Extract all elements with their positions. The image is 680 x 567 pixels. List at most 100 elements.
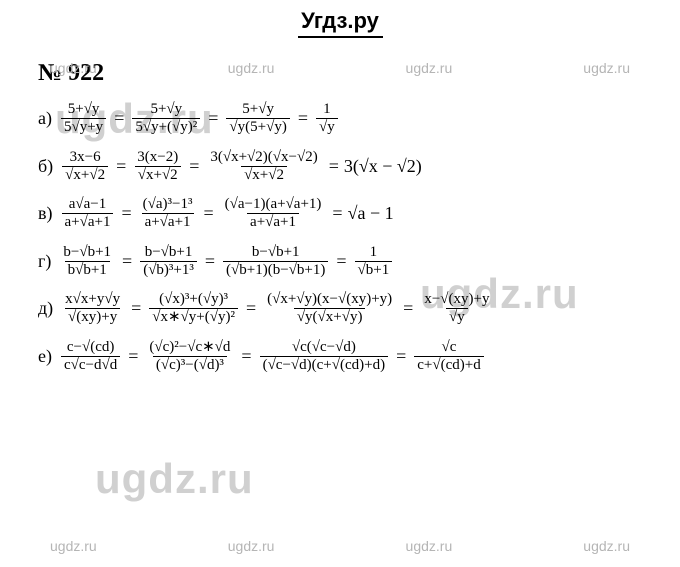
denominator: a+√a+1 — [62, 213, 114, 231]
denominator: √x+√2 — [62, 166, 108, 184]
numerator: 3(x−2) — [134, 149, 181, 166]
fraction: √cc+√(cd)+d — [414, 339, 483, 375]
fraction: (√a)³−1³a+√a+1 — [140, 196, 196, 232]
fraction: c−√(cd)c√c−d√d — [61, 339, 120, 375]
fraction: 3(√x+√2)(√x−√2)√x+√2 — [207, 149, 320, 185]
denominator: (√c)³−(√d)³ — [153, 356, 227, 374]
fraction: 1√b+1 — [355, 244, 393, 280]
numerator: √c — [439, 339, 460, 356]
numerator: c−√(cd) — [64, 339, 118, 356]
numerator: (√x+√y)(x−√(xy)+y) — [264, 291, 395, 308]
equals-sign: = — [121, 203, 131, 224]
page-title: Угдз.ру — [0, 0, 680, 34]
equals-sign: = — [403, 298, 413, 319]
numerator: b−√b+1 — [249, 244, 303, 261]
denominator: √y(√x+√y) — [294, 308, 366, 326]
numerator: 3(√x+√2)(√x−√2) — [207, 149, 320, 166]
denominator: √x∗√y+(√y)² — [149, 308, 238, 326]
numerator: (√a−1)(a+√a+1) — [222, 196, 325, 213]
problem-number: № 922 — [0, 38, 680, 101]
equals-sign: = — [396, 346, 406, 367]
fraction: x√x+y√y√(xy)+y — [62, 291, 123, 327]
denominator: b√b+1 — [65, 261, 110, 279]
numerator: 3x−6 — [67, 149, 104, 166]
result-term: √a − 1 — [348, 203, 394, 224]
equals-sign: = — [128, 346, 138, 367]
watermark-small: ugdz.ru — [583, 538, 630, 554]
numerator: 5+√y — [239, 101, 277, 118]
numerator: (√x)³+(√y)³ — [156, 291, 231, 308]
item-label: д) — [38, 298, 53, 319]
fraction: (√x)³+(√y)³√x∗√y+(√y)² — [149, 291, 238, 327]
solutions-block: а)5+√y5√y+y=5+√y5√y+(√y)²=5+√y√y(5+√y)=1… — [0, 101, 680, 374]
solution-line: а)5+√y5√y+y=5+√y5√y+(√y)²=5+√y√y(5+√y)=1… — [38, 101, 642, 137]
result-term: 3(√x − √2) — [344, 156, 422, 177]
equals-sign: = — [208, 108, 218, 129]
item-label: е) — [38, 346, 52, 367]
numerator: (√c)²−√c∗√d — [146, 339, 233, 356]
item-label: г) — [38, 251, 51, 272]
fraction: 5+√y5√y+(√y)² — [132, 101, 200, 137]
numerator: b−√b+1 — [60, 244, 114, 261]
fraction: (√a−1)(a+√a+1)a+√a+1 — [222, 196, 325, 232]
denominator: √y(5+√y) — [226, 118, 289, 136]
equals-sign: = — [131, 298, 141, 319]
watermark-small: ugdz.ru — [50, 538, 97, 554]
watermark-row: ugdz.ru ugdz.ru ugdz.ru ugdz.ru — [0, 538, 680, 554]
equals-sign: = — [114, 108, 124, 129]
fraction: √c(√c−√d)(√c−√d)(c+√(cd)+d) — [260, 339, 389, 375]
fraction: (√c)²−√c∗√d(√c)³−(√d)³ — [146, 339, 233, 375]
fraction: 5+√y5√y+y — [61, 101, 106, 137]
numerator: 5+√y — [65, 101, 103, 118]
denominator: 5√y+(√y)² — [132, 118, 200, 136]
numerator: 1 — [367, 244, 381, 261]
numerator: b−√b+1 — [142, 244, 196, 261]
numerator: a√a−1 — [66, 196, 110, 213]
fraction: 1√y — [316, 101, 338, 137]
numerator: 5+√y — [147, 101, 185, 118]
fraction: 5+√y√y(5+√y) — [226, 101, 289, 137]
item-label: а) — [38, 108, 52, 129]
numerator: (√a)³−1³ — [140, 196, 196, 213]
denominator: (√b+1)(b−√b+1) — [223, 261, 328, 279]
numerator: √c(√c−√d) — [289, 339, 359, 356]
watermark-big: ugdz.ru — [95, 455, 254, 503]
denominator: √b+1 — [355, 261, 393, 279]
denominator: (√b)³+1³ — [140, 261, 197, 279]
fraction: b−√b+1(√b)³+1³ — [140, 244, 197, 280]
equals-sign: = — [205, 251, 215, 272]
equals-sign: = — [332, 203, 342, 224]
solution-line: е) c−√(cd)c√c−d√d = (√c)²−√c∗√d(√c)³−(√d)³ =… — [38, 339, 642, 375]
fraction: (√x+√y)(x−√(xy)+y)√y(√x+√y) — [264, 291, 395, 327]
item-label: б) — [38, 156, 53, 177]
solution-line: д) x√x+y√y√(xy)+y = (√x)³+(√y)³√x∗√y+(√y)² =… — [38, 291, 642, 327]
denominator: √y — [316, 118, 338, 136]
denominator: √(xy)+y — [65, 308, 120, 326]
item-label: в) — [38, 203, 53, 224]
fraction: 3(x−2)√x+√2 — [134, 149, 181, 185]
solution-line: б)3x−6√x+√2=3(x−2)√x+√2=3(√x+√2)(√x−√2)√… — [38, 149, 642, 185]
numerator: x√x+y√y — [62, 291, 123, 308]
equals-sign: = — [246, 298, 256, 319]
fraction: 3x−6√x+√2 — [62, 149, 108, 185]
watermark-small: ugdz.ru — [228, 538, 275, 554]
watermark-small: ugdz.ru — [406, 538, 453, 554]
fraction: b−√b+1(√b+1)(b−√b+1) — [223, 244, 328, 280]
equals-sign: = — [241, 346, 251, 367]
denominator: a+√a+1 — [142, 213, 194, 231]
denominator: √x+√2 — [241, 166, 287, 184]
equals-sign: = — [116, 156, 126, 177]
denominator: a+√a+1 — [247, 213, 299, 231]
equals-sign: = — [298, 108, 308, 129]
equals-sign: = — [336, 251, 346, 272]
denominator: c+√(cd)+d — [414, 356, 483, 374]
denominator: (√c−√d)(c+√(cd)+d) — [260, 356, 389, 374]
equals-sign: = — [329, 156, 339, 177]
fraction: a√a−1a+√a+1 — [62, 196, 114, 232]
fraction: x−√(xy)+y√y — [421, 291, 492, 327]
denominator: √x+√2 — [135, 166, 181, 184]
solution-line: г)b−√b+1b√b+1=b−√b+1(√b)³+1³=b−√b+1(√b+1… — [38, 244, 642, 280]
equals-sign: = — [203, 203, 213, 224]
denominator: 5√y+y — [61, 118, 106, 136]
numerator: x−√(xy)+y — [421, 291, 492, 308]
